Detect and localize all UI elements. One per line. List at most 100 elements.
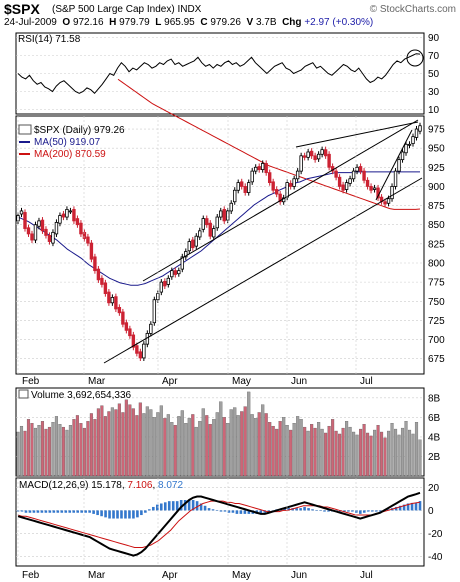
volume-bar xyxy=(142,413,146,477)
candle-body xyxy=(47,235,52,242)
candle-body xyxy=(274,189,279,195)
x-axis-label: Mar xyxy=(88,570,106,581)
macd-histogram-bar xyxy=(283,508,286,511)
volume-bar xyxy=(236,415,240,477)
macd-histogram-bar xyxy=(56,510,60,513)
candle-body xyxy=(173,270,178,275)
volume-bar xyxy=(75,415,79,477)
volume-bar xyxy=(355,434,359,477)
candle-body xyxy=(166,277,171,285)
candle-body xyxy=(30,233,34,241)
macd-tick-label: -40 xyxy=(428,552,443,563)
volume-bar xyxy=(317,422,321,477)
quote-date: 24-Jul-2009 xyxy=(4,17,57,28)
macd-histogram-bar xyxy=(418,501,422,511)
volume-bar xyxy=(170,422,174,477)
macd-histogram-bar xyxy=(175,501,179,511)
candle-body xyxy=(152,299,157,324)
volume-bar xyxy=(219,401,223,477)
volume-bar xyxy=(243,406,247,477)
candle-body xyxy=(397,159,401,172)
volume-bar xyxy=(414,422,419,477)
volume-bar xyxy=(324,432,328,477)
volume-bar xyxy=(369,435,373,477)
candle-body xyxy=(323,149,328,157)
volume-bar xyxy=(184,423,188,477)
macd-histogram-bar xyxy=(223,510,227,512)
candle-body xyxy=(351,170,356,180)
candle-body xyxy=(344,182,349,190)
trendline-lower xyxy=(103,177,423,364)
candle-body xyxy=(138,351,143,359)
volume-bar xyxy=(292,423,296,477)
macd-histogram-bar xyxy=(40,510,44,513)
candle-body xyxy=(386,198,391,204)
volume-bar xyxy=(198,421,202,477)
candle-body xyxy=(372,187,377,190)
volume-bar xyxy=(390,423,394,477)
candle-body xyxy=(100,277,104,285)
candle-body xyxy=(247,182,251,193)
volume-bar xyxy=(376,425,380,477)
volume-bar xyxy=(264,413,268,477)
candle-body xyxy=(229,202,233,212)
candle-body xyxy=(40,219,45,232)
volume-bar xyxy=(208,424,212,477)
volume-tick-label: 6B xyxy=(428,413,441,424)
volume-tick-label: 2B xyxy=(428,452,441,463)
volume-bar xyxy=(51,422,55,477)
candle-body xyxy=(75,218,80,226)
volume-bar xyxy=(100,405,104,477)
volume-bar xyxy=(250,414,254,477)
macd-histogram-bar xyxy=(227,510,231,513)
macd-histogram-bar xyxy=(211,509,215,511)
candle-body xyxy=(348,178,352,184)
macd-histogram-bar xyxy=(362,510,366,513)
candle-body xyxy=(93,256,97,272)
candle-body xyxy=(219,210,223,218)
macd-tick-label: -20 xyxy=(428,529,443,540)
macd-histogram-bar xyxy=(406,503,410,511)
macd-histogram-bar xyxy=(355,510,358,513)
candle-body xyxy=(334,170,338,178)
x-axis-label: Mar xyxy=(88,376,106,387)
price-tick-label: 700 xyxy=(428,335,445,346)
volume-bar xyxy=(310,424,314,477)
candle-body xyxy=(65,209,69,218)
volume-bar xyxy=(191,414,195,477)
candle-body xyxy=(240,181,244,187)
change-value: +2.97 (+0.30%) xyxy=(304,17,374,28)
volume-bar xyxy=(96,408,100,477)
candle-body xyxy=(82,231,87,239)
volume-bar xyxy=(299,419,303,477)
volume-bar xyxy=(226,423,230,477)
candle-body xyxy=(407,143,412,146)
candle-body xyxy=(124,322,129,331)
volume-bar xyxy=(159,405,163,477)
volume-bar xyxy=(47,426,52,477)
candle-body xyxy=(212,228,216,238)
candle-body xyxy=(135,345,139,354)
volume-bar xyxy=(33,427,38,477)
volume-bar xyxy=(341,427,345,477)
rsi-highlight-circle xyxy=(406,49,424,67)
macd-histogram-bar xyxy=(84,510,87,513)
volume-bar xyxy=(86,421,90,477)
volume-bar xyxy=(117,403,121,477)
candle-body xyxy=(362,170,366,181)
macd-histogram-bar xyxy=(140,510,143,516)
volume-bar xyxy=(23,430,27,477)
macd-histogram-bar xyxy=(191,500,195,511)
brand-label[interactable]: © StockCharts.com xyxy=(369,4,456,15)
candle-body xyxy=(250,170,254,183)
volume-bar xyxy=(348,426,352,477)
candle-body xyxy=(72,209,76,222)
volume-bar xyxy=(44,428,48,477)
macd-histogram-bar xyxy=(144,510,147,513)
candle-body xyxy=(51,231,55,244)
macd-histogram-bar xyxy=(327,510,330,512)
volume-bar xyxy=(393,428,398,477)
macd-histogram-bar xyxy=(394,506,398,511)
volume-bar xyxy=(296,416,300,477)
macd-histogram-bar xyxy=(299,508,302,511)
